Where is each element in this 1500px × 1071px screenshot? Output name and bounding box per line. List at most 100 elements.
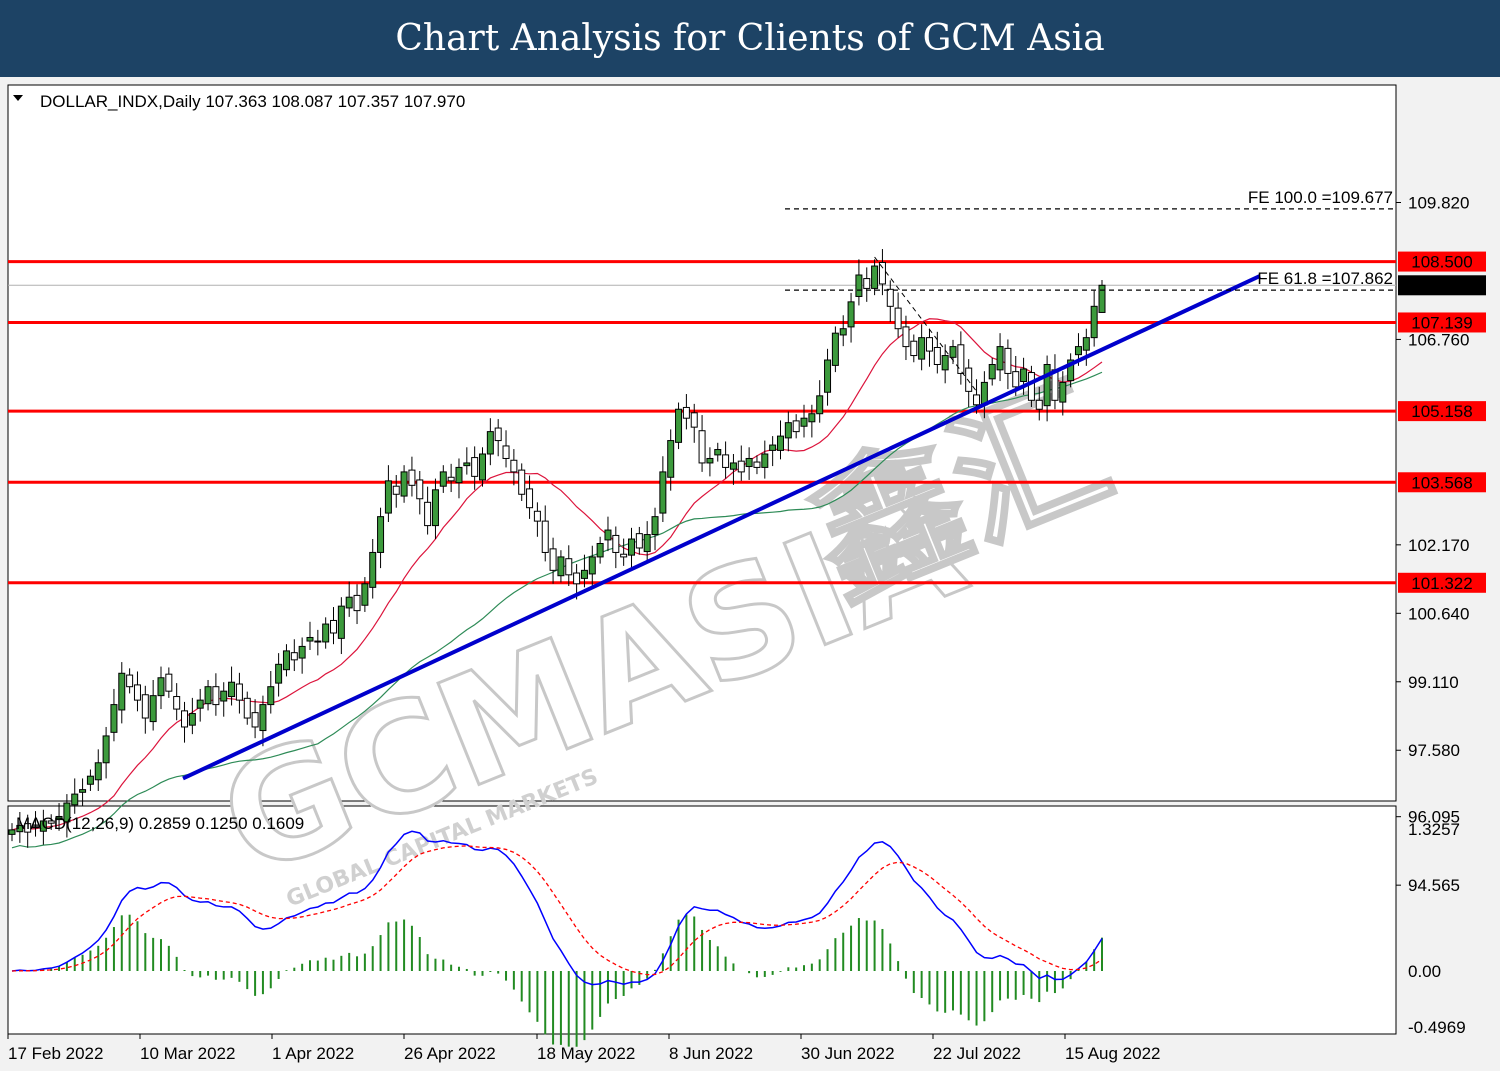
candle xyxy=(267,671,275,714)
candle xyxy=(431,478,439,540)
candle xyxy=(792,414,800,439)
dropdown-triangle-icon[interactable] xyxy=(13,95,23,101)
date-tick: 30 Jun 2022 xyxy=(801,1044,895,1063)
price-tick: 102.170 xyxy=(1408,536,1469,555)
candle xyxy=(612,526,620,569)
candle xyxy=(24,814,32,848)
candle xyxy=(1098,280,1106,313)
ma-red-line xyxy=(11,318,1103,831)
candle xyxy=(416,471,424,515)
candle xyxy=(439,465,447,493)
date-tick: 22 Jul 2022 xyxy=(933,1044,1021,1063)
candle xyxy=(157,666,165,710)
candle xyxy=(400,465,408,503)
signal-line xyxy=(11,845,1103,976)
candle xyxy=(824,348,832,406)
candle xyxy=(1090,290,1098,347)
candle xyxy=(204,679,212,711)
candle xyxy=(557,550,565,583)
candle xyxy=(918,324,926,371)
candle xyxy=(761,440,769,479)
candle xyxy=(86,769,94,791)
candle xyxy=(1082,328,1090,366)
level-tag-bg xyxy=(1398,251,1486,272)
candle xyxy=(486,418,494,466)
candle xyxy=(675,402,683,450)
candles xyxy=(8,249,1106,848)
candle xyxy=(298,637,306,674)
date-tick: 26 Apr 2022 xyxy=(404,1044,496,1063)
candle xyxy=(588,545,596,588)
candle xyxy=(878,249,886,296)
candle xyxy=(518,463,526,501)
candle xyxy=(126,668,134,694)
candle xyxy=(737,445,745,481)
candle xyxy=(220,682,228,717)
current-price-tag-bg xyxy=(1398,275,1486,296)
candle xyxy=(667,429,675,491)
macd-plot-area xyxy=(7,805,1397,1035)
price-axis: 109.820 106.760 102.170 100.640 99.110 97.580… xyxy=(1396,194,1469,895)
level-tag: 101.322 xyxy=(1411,574,1472,593)
level-tag: 103.568 xyxy=(1411,473,1472,492)
price-tick: 100.640 xyxy=(1408,604,1469,623)
fibonacci-levels: FE 100.0 =109.677 FE 61.8 =107.862 xyxy=(785,188,1396,392)
candle xyxy=(643,521,651,563)
candle xyxy=(133,671,141,712)
fib-label: FE 61.8 =107.862 xyxy=(1257,269,1393,288)
current-price-tag: 107.970 xyxy=(1411,276,1472,295)
level-tag: 108.500 xyxy=(1411,253,1472,272)
candle xyxy=(886,280,894,322)
candle xyxy=(141,685,149,734)
candle xyxy=(965,359,973,408)
chart-window: GCMASIA GLOBAL CAPITAL MARKETS 鑫汇 108.500 1… xyxy=(0,77,1500,1071)
level-tag-bg xyxy=(1398,312,1486,333)
candle xyxy=(47,814,55,830)
candle xyxy=(894,292,902,338)
candle xyxy=(988,357,996,386)
report-banner: Chart Analysis for Clients of GCM Asia xyxy=(0,0,1500,77)
macd-tick: 0.00 xyxy=(1408,962,1441,981)
date-tick: 10 Mar 2022 xyxy=(140,1044,235,1063)
candle xyxy=(816,380,824,423)
level-tag-bg xyxy=(1398,572,1486,593)
candle xyxy=(596,536,604,564)
candle xyxy=(251,699,259,739)
candle xyxy=(541,505,549,562)
candle xyxy=(369,539,377,599)
candle xyxy=(620,538,628,566)
candle xyxy=(275,653,283,697)
candle xyxy=(502,430,510,468)
candle xyxy=(580,554,588,588)
candle xyxy=(698,415,706,472)
date-tick: 18 May 2022 xyxy=(537,1044,635,1063)
candle xyxy=(714,442,722,462)
candle xyxy=(635,526,643,555)
candle xyxy=(314,629,322,656)
candle xyxy=(463,447,471,475)
fib-swing-path xyxy=(874,256,977,392)
candle xyxy=(282,644,290,677)
candle xyxy=(290,639,298,672)
price-tick: 109.820 xyxy=(1408,194,1469,213)
macd-tick: -0.4969 xyxy=(1408,1018,1466,1037)
candle xyxy=(526,475,534,519)
candle xyxy=(957,331,965,385)
fib-label: FE 100.0 =109.677 xyxy=(1248,188,1393,207)
candle xyxy=(235,672,243,714)
candle xyxy=(212,673,220,716)
candle xyxy=(533,502,541,537)
candle xyxy=(330,607,338,645)
candle xyxy=(1067,353,1075,388)
date-tick: 8 Jun 2022 xyxy=(669,1044,753,1063)
candle xyxy=(8,823,16,842)
macd-header: MACD(12,26,9) 0.2859 0.1250 0.1609 xyxy=(16,814,304,833)
candle xyxy=(996,333,1004,382)
candle xyxy=(902,315,910,361)
price-tick: 96.095 xyxy=(1408,808,1460,827)
candle xyxy=(745,447,753,480)
candle xyxy=(471,446,479,490)
trendline[interactable] xyxy=(182,274,1261,781)
candle xyxy=(863,267,871,302)
price-tick: 94.565 xyxy=(1408,876,1460,895)
